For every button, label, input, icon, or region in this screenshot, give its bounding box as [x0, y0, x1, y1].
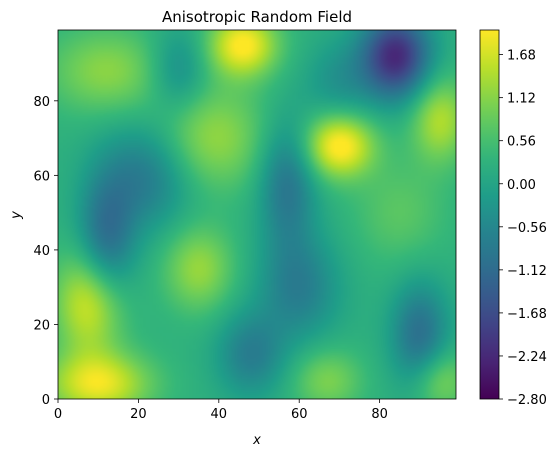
- heatmap-image: [58, 30, 456, 399]
- colorbar-tick-label: 0.00: [507, 178, 536, 193]
- y-tick-label: 40: [33, 244, 50, 259]
- y-tick-label: 80: [33, 95, 50, 110]
- y-axis: 0 20 40 60 80: [33, 95, 58, 408]
- colorbar-tick-label: −0.56: [507, 221, 547, 236]
- colorbar: −2.80 −2.24 −1.68 −1.12 −0.56 0.00 0.56 1.12 1.6…: [479, 29, 547, 408]
- y-tick-label: 20: [33, 318, 50, 333]
- colorbar-tick-label: 0.56: [507, 135, 536, 150]
- colorbar-tick-label: −1.12: [507, 264, 547, 279]
- x-tick-label: 0: [54, 407, 62, 422]
- colorbar-tick-label: −1.68: [507, 307, 547, 322]
- colorbar-tick-label: −2.80: [507, 393, 547, 408]
- colorbar-tick-label: 1.12: [507, 92, 536, 107]
- chart-title: Anisotropic Random Field: [162, 8, 352, 26]
- colorbar-tick-label: 1.68: [507, 49, 536, 64]
- y-tick-label: 0: [42, 393, 50, 408]
- y-axis-label: y: [9, 211, 24, 220]
- plot-frame: [57, 29, 457, 400]
- x-tick-label: 20: [130, 407, 147, 422]
- heatmap-plot-area: [57, 29, 457, 400]
- x-axis: 0 20 40 60 80: [54, 399, 388, 422]
- y-tick-label: 60: [33, 169, 50, 184]
- x-tick-label: 40: [211, 407, 228, 422]
- x-tick-label: 60: [291, 407, 308, 422]
- colorbar-tick-label: −2.24: [507, 350, 547, 365]
- colorbar-gradient: [479, 29, 500, 400]
- x-axis-label: x: [252, 433, 261, 448]
- x-tick-label: 80: [371, 407, 388, 422]
